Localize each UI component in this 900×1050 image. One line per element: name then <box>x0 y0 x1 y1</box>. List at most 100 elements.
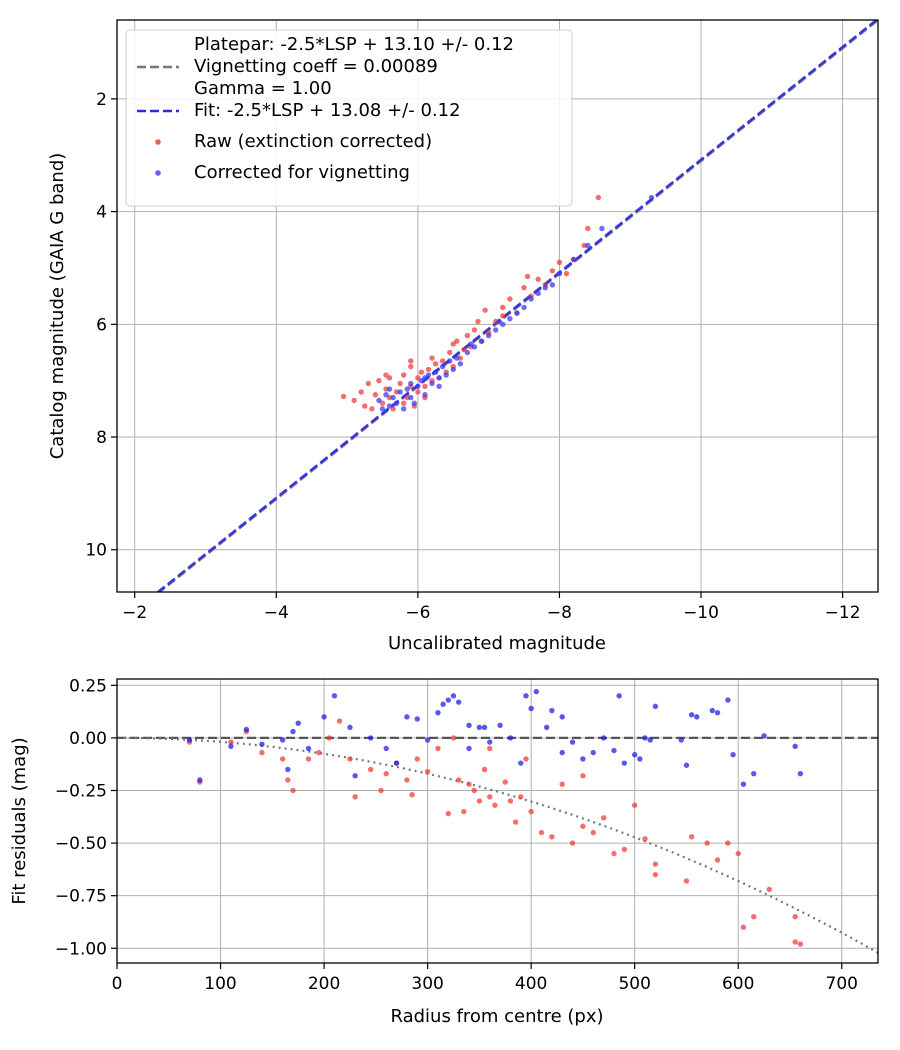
corrected-point <box>507 735 514 741</box>
raw-point <box>435 745 441 752</box>
vignetting-curve <box>117 736 878 954</box>
corrected-point <box>379 406 386 412</box>
corrected-point <box>439 363 446 370</box>
corrected-point <box>637 756 643 762</box>
raw-point <box>590 829 596 836</box>
corrected-point <box>436 383 442 390</box>
corrected-point <box>518 760 524 766</box>
x-tick-label: 700 <box>826 974 858 994</box>
corrected-point <box>285 766 291 773</box>
x-tick-label: 200 <box>308 974 340 994</box>
corrected-point <box>295 720 301 726</box>
raw-point <box>336 718 343 724</box>
corrected-point <box>450 693 457 699</box>
raw-point <box>397 380 403 387</box>
raw-point <box>415 389 421 395</box>
corrected-point <box>496 318 502 325</box>
raw-point <box>792 939 798 945</box>
raw-point <box>714 857 721 863</box>
corrected-point <box>611 747 617 754</box>
corrected-point <box>730 752 736 758</box>
raw-point <box>279 756 286 762</box>
corrected-point <box>408 380 414 387</box>
raw-point <box>464 332 471 339</box>
raw-point <box>683 878 690 884</box>
raw-point <box>538 829 545 836</box>
corrected-point <box>383 745 389 752</box>
bottom-scatter-points <box>186 688 804 947</box>
raw-point <box>475 318 481 325</box>
raw-point <box>340 393 347 400</box>
y-tick-label: 0.25 <box>69 676 107 696</box>
bottom-x-axis-label: Radius from centre (px) <box>390 1006 603 1027</box>
corrected-point <box>435 709 441 716</box>
corrected-point <box>478 338 485 344</box>
raw-point <box>704 840 710 846</box>
corrected-point <box>404 714 410 720</box>
x-tick-label: −6 <box>405 603 430 623</box>
corrected-point <box>454 355 460 361</box>
raw-point <box>409 792 415 798</box>
raw-point <box>383 372 389 378</box>
y-tick-label: −0.50 <box>55 834 107 854</box>
top-plot: −2 −4 −6 −8 −10 −12 2 4 6 8 10 Uncalibrated magnit… <box>47 19 879 654</box>
raw-point <box>631 802 638 808</box>
corrected-point <box>243 726 250 733</box>
corrected-point <box>424 737 431 743</box>
raw-point <box>414 756 420 762</box>
corrected-point <box>688 712 695 718</box>
raw-point <box>500 304 506 311</box>
corrected-point <box>549 282 556 288</box>
raw-point <box>482 307 488 313</box>
corrected-point <box>186 737 193 743</box>
top-y-axis-label: Catalog magnitude (GAIA G band) <box>47 153 68 460</box>
legend-label: Gamma = 1.00 <box>194 78 332 99</box>
legend-label: Platepar: -2.5*LSP + 13.10 +/- 0.12 <box>194 34 514 55</box>
raw-point <box>481 766 488 773</box>
corrected-point <box>542 284 548 291</box>
corrected-point <box>621 760 628 766</box>
bottom-plot: 0 100 200 300 400 500 600 700 0.25 0.00 −0.25 −0.50… <box>9 676 879 1027</box>
raw-point <box>429 355 435 361</box>
corrected-point <box>440 701 446 707</box>
raw-point <box>376 377 382 384</box>
raw-point <box>476 798 483 804</box>
corrected-point <box>507 315 513 322</box>
corrected-point <box>367 735 374 741</box>
legend-marker-handle <box>155 139 161 145</box>
corrected-point <box>408 394 414 401</box>
corrected-point <box>683 762 690 768</box>
raw-point <box>549 268 556 274</box>
y-tick-label: 8 <box>96 428 107 448</box>
corrected-point <box>481 724 488 731</box>
x-tick-label: −8 <box>547 603 572 623</box>
corrected-point <box>393 400 400 406</box>
y-tick-label: 10 <box>85 541 107 561</box>
raw-point <box>316 749 322 756</box>
raw-point <box>792 914 798 920</box>
corrected-point <box>411 400 418 406</box>
raw-point <box>535 276 541 282</box>
corrected-point <box>443 372 449 378</box>
corrected-point <box>570 256 577 263</box>
top-legend: Platepar: -2.5*LSP + 13.10 +/- 0.12Vigne… <box>125 29 573 207</box>
corrected-point <box>543 724 550 731</box>
corrected-point <box>466 745 472 752</box>
corrected-point <box>386 403 393 409</box>
raw-point <box>740 924 747 930</box>
top-axes-frame <box>116 19 879 593</box>
corrected-point <box>305 745 312 752</box>
corrected-point <box>493 327 499 333</box>
corrected-point <box>556 270 563 277</box>
raw-point <box>401 400 407 406</box>
legend-label: Vignetting coeff = 0.00089 <box>194 56 438 77</box>
raw-point <box>450 341 456 347</box>
corrected-point <box>259 741 265 747</box>
raw-point <box>259 749 265 756</box>
raw-point <box>487 745 493 752</box>
corrected-point <box>422 375 428 381</box>
corrected-point <box>549 707 555 714</box>
raw-point <box>424 768 431 775</box>
corrected-point <box>497 722 503 728</box>
raw-point <box>228 739 234 745</box>
